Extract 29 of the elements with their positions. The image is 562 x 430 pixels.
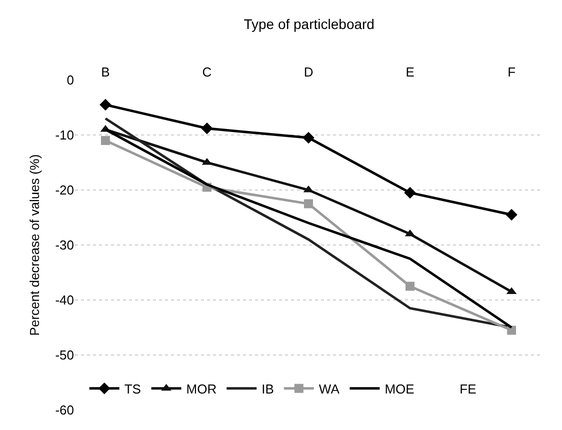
point (506, 208, 518, 221)
y-tick-label: -30 (55, 238, 74, 253)
point (304, 199, 313, 208)
y-tick-label: -10 (55, 128, 74, 143)
x-tick-label: F (508, 64, 516, 80)
y-tick-label: -50 (55, 348, 74, 363)
legend-label: TS (124, 381, 142, 396)
point (406, 282, 415, 291)
point (201, 122, 213, 134)
legend-label: IB (262, 381, 274, 396)
point (100, 98, 112, 111)
x-tick-label: B (101, 64, 110, 80)
y-tick-label: -40 (55, 292, 74, 308)
point (302, 132, 314, 144)
text: FE (460, 381, 477, 396)
x-tick-label: E (406, 64, 415, 80)
y-tick-label: -60 (55, 402, 74, 418)
legend-label: MOR (186, 381, 217, 396)
point (507, 326, 516, 335)
y-axis-title: Percent decrease of values (%) (27, 154, 42, 336)
legend-label: MOE (384, 381, 415, 396)
point (404, 186, 416, 199)
chart-title: Type of particleboard (244, 16, 374, 32)
x-tick-label: C (202, 64, 212, 80)
point (100, 136, 110, 145)
y-tick-label: 0 (66, 72, 74, 88)
y-tick-label: -20 (55, 182, 74, 198)
legend-label: WA (318, 381, 340, 396)
x-tick-label: D (304, 64, 314, 80)
